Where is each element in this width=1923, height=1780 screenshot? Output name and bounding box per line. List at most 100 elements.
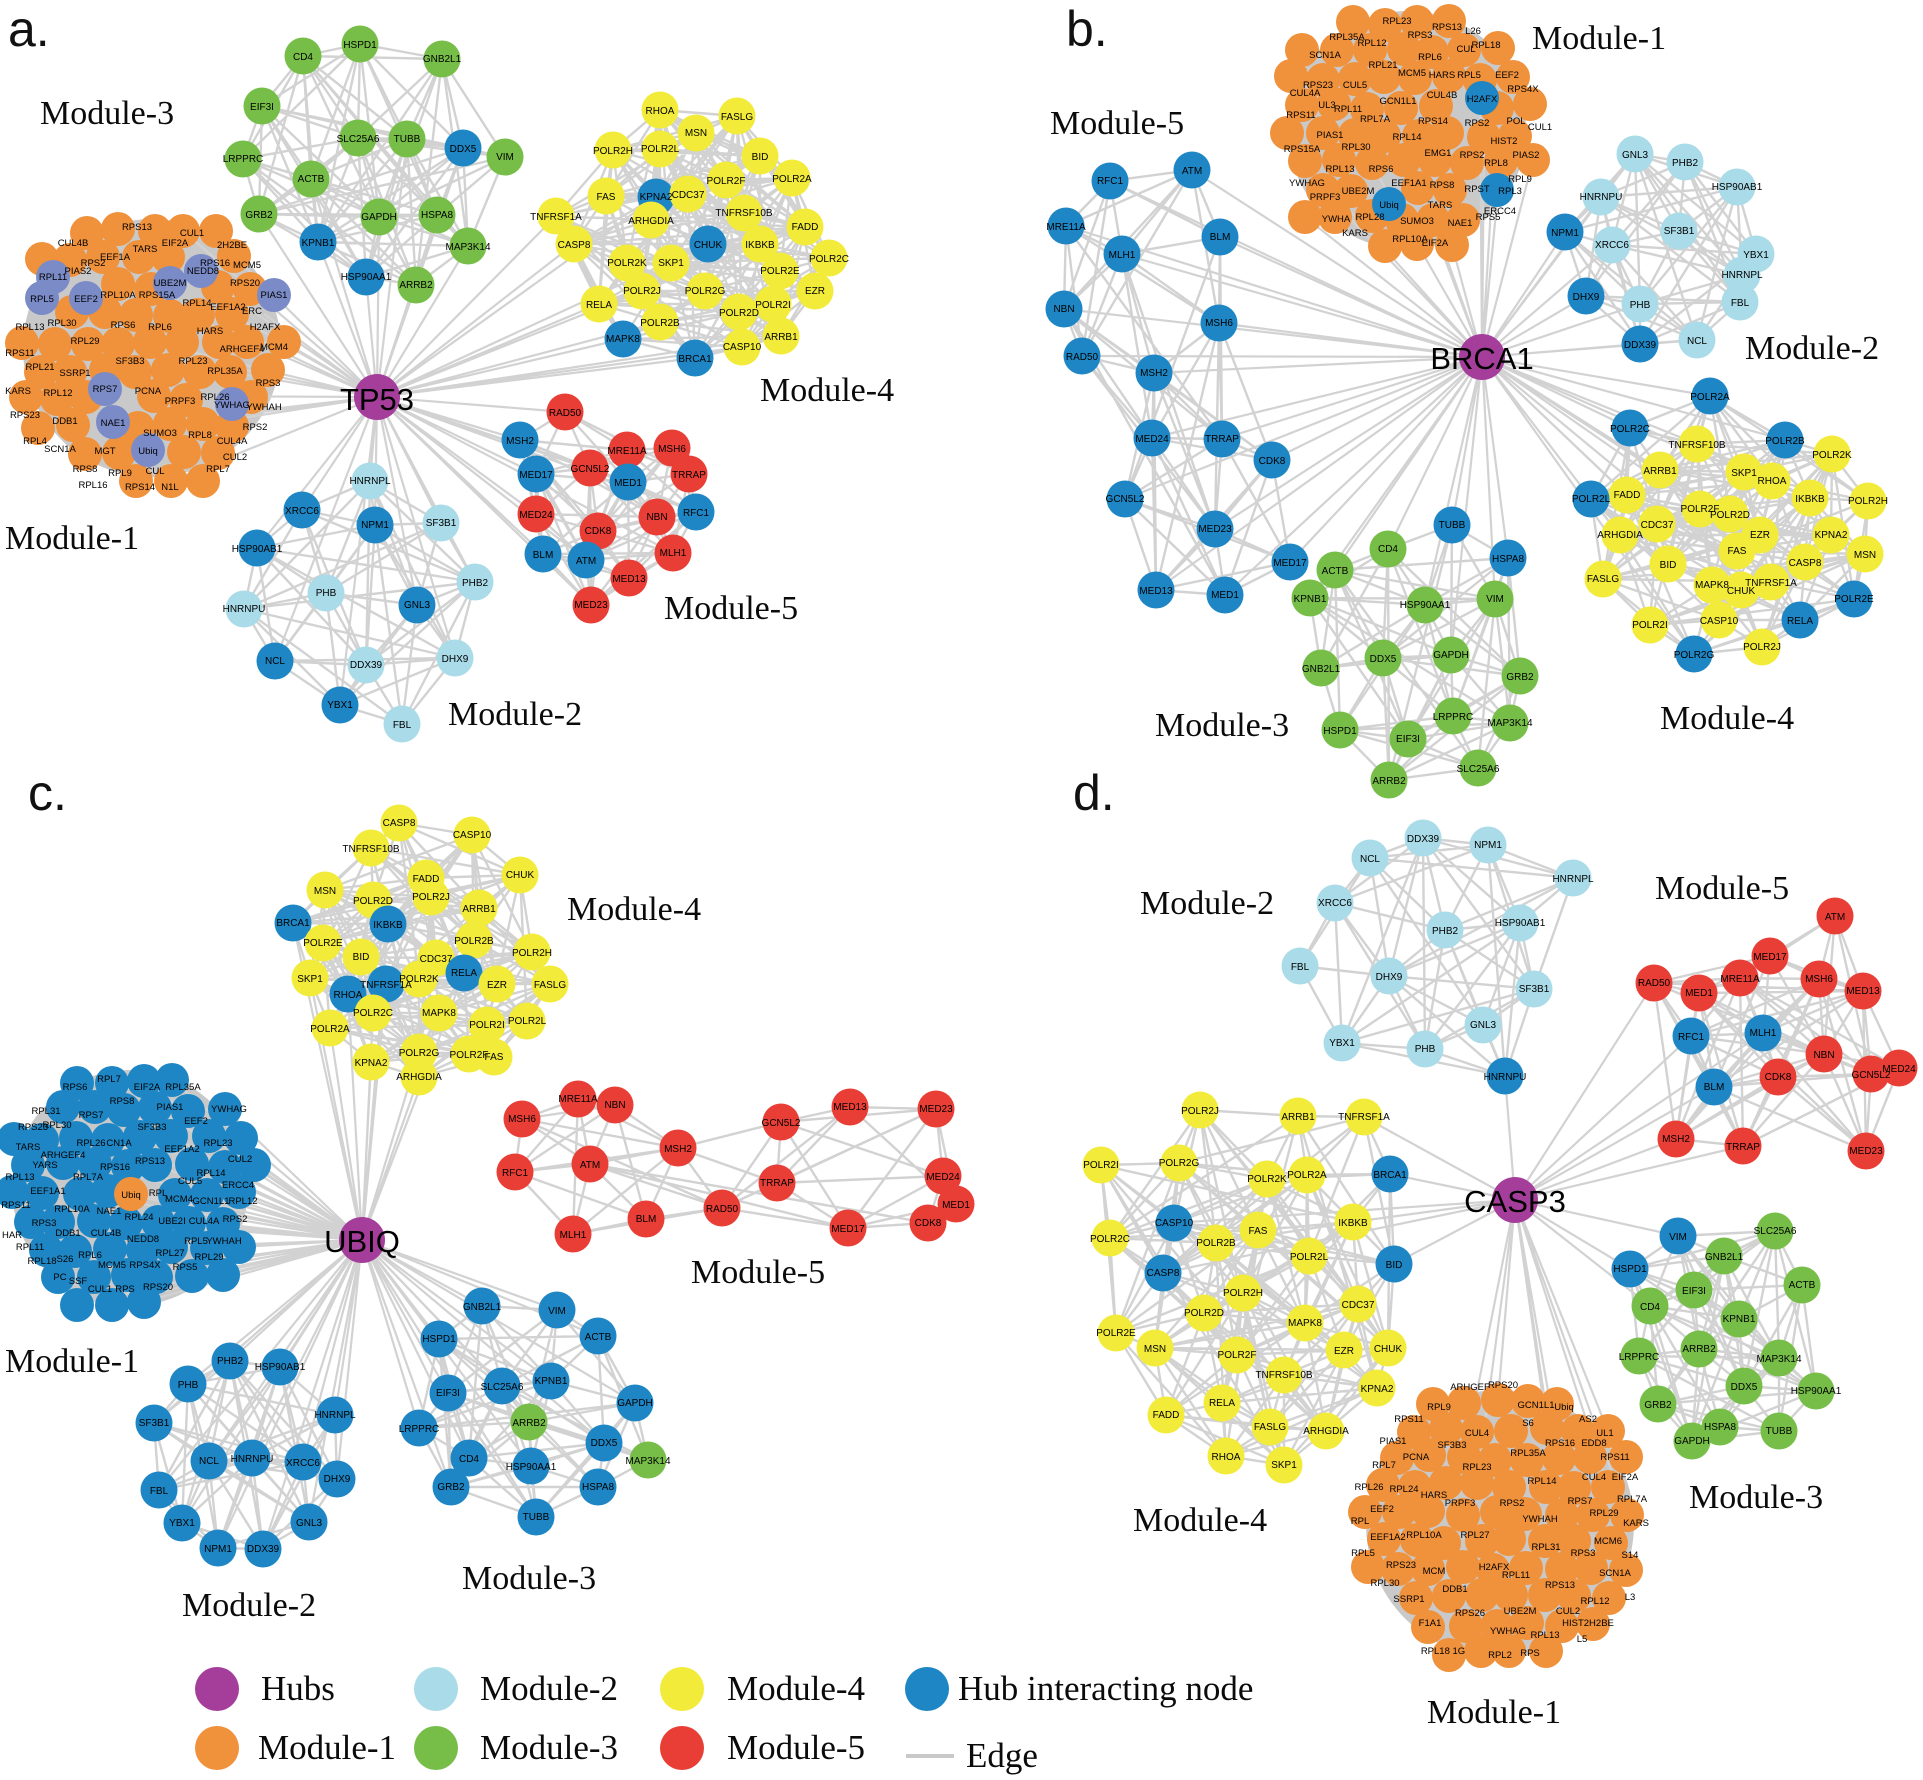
svg-text:FADD: FADD xyxy=(413,874,440,885)
svg-text:RPL16: RPL16 xyxy=(78,480,107,491)
svg-text:MRE11A: MRE11A xyxy=(558,1094,598,1105)
svg-text:MED1: MED1 xyxy=(1685,988,1713,999)
svg-text:MAP3K14: MAP3K14 xyxy=(1756,1354,1801,1365)
svg-text:RELA: RELA xyxy=(451,968,477,979)
svg-text:EEF1A: EEF1A xyxy=(100,252,131,263)
svg-text:CUL2: CUL2 xyxy=(223,452,247,463)
svg-text:CUL4B: CUL4B xyxy=(91,1228,122,1239)
svg-text:CUL4: CUL4 xyxy=(1465,1428,1489,1439)
svg-text:MED17: MED17 xyxy=(1273,558,1307,569)
svg-text:CASP10: CASP10 xyxy=(1700,616,1739,627)
svg-text:RPS13: RPS13 xyxy=(1545,1580,1575,1591)
svg-text:RPST: RPST xyxy=(1464,184,1490,195)
svg-text:MSH6: MSH6 xyxy=(1205,318,1233,329)
svg-text:SSF: SSF xyxy=(69,1276,88,1287)
svg-text:YWHAH: YWHAH xyxy=(246,402,282,413)
svg-text:RPS20: RPS20 xyxy=(1488,1380,1518,1391)
svg-text:EEF2: EEF2 xyxy=(1495,70,1519,81)
svg-text:FASLG: FASLG xyxy=(1587,574,1619,585)
svg-text:CD4: CD4 xyxy=(1640,1302,1660,1313)
svg-text:RPS11: RPS11 xyxy=(5,348,34,359)
svg-text:Ubiq: Ubiq xyxy=(1554,1402,1574,1413)
svg-text:LRPPRC: LRPPRC xyxy=(1619,1352,1660,1363)
svg-text:GRB2: GRB2 xyxy=(1644,1400,1672,1411)
svg-text:HARS: HARS xyxy=(1429,70,1455,81)
svg-text:CDC37: CDC37 xyxy=(672,190,705,201)
svg-text:EZR: EZR xyxy=(805,286,825,297)
svg-text:RAD50: RAD50 xyxy=(706,1204,739,1215)
svg-text:GAPDH: GAPDH xyxy=(1674,1436,1710,1447)
svg-text:NPM1: NPM1 xyxy=(1551,228,1579,239)
svg-text:CUL4B: CUL4B xyxy=(58,238,89,249)
svg-text:EZR: EZR xyxy=(1750,530,1770,541)
svg-text:PIAS1: PIAS1 xyxy=(1317,130,1344,141)
svg-text:UBIQ: UBIQ xyxy=(324,1224,400,1259)
svg-text:RPL30: RPL30 xyxy=(42,1120,71,1131)
svg-text:NEDD8: NEDD8 xyxy=(127,1234,159,1245)
svg-text:UBE2M: UBE2M xyxy=(1504,1606,1537,1617)
svg-text:RHOA: RHOA xyxy=(1758,476,1787,487)
svg-text:RPL24: RPL24 xyxy=(1389,1484,1418,1495)
svg-text:KPNA2: KPNA2 xyxy=(1361,1384,1394,1395)
svg-text:RPS11: RPS11 xyxy=(1286,110,1315,121)
svg-text:GCN5L2: GCN5L2 xyxy=(762,1118,801,1129)
svg-text:d.: d. xyxy=(1073,765,1115,821)
svg-text:Module-5: Module-5 xyxy=(691,1254,825,1291)
svg-text:RPL9: RPL9 xyxy=(1508,174,1532,185)
svg-text:NBN: NBN xyxy=(1813,1050,1834,1061)
svg-text:F1A1: F1A1 xyxy=(1419,1618,1442,1629)
svg-text:NPM1: NPM1 xyxy=(204,1544,232,1555)
svg-text:UL1: UL1 xyxy=(1596,1428,1613,1439)
svg-text:YBX1: YBX1 xyxy=(169,1518,195,1529)
svg-text:POLR2K: POLR2K xyxy=(1812,450,1852,461)
svg-text:ARRB2: ARRB2 xyxy=(512,1418,546,1429)
svg-text:CUL1: CUL1 xyxy=(88,1284,112,1295)
svg-text:VIM: VIM xyxy=(548,1306,566,1317)
svg-text:ATM: ATM xyxy=(1182,166,1202,177)
svg-text:UBE2M: UBE2M xyxy=(154,278,187,289)
svg-text:RPL21: RPL21 xyxy=(1368,60,1397,71)
svg-text:BRCA1: BRCA1 xyxy=(276,918,310,929)
svg-text:POLR2K: POLR2K xyxy=(399,974,439,985)
svg-text:RPL5: RPL5 xyxy=(30,294,54,305)
svg-text:TNFRSF10B: TNFRSF10B xyxy=(1668,440,1726,451)
svg-text:RPL30: RPL30 xyxy=(47,318,76,329)
svg-text:IKBKB: IKBKB xyxy=(1338,1218,1368,1229)
svg-text:EEF1A2: EEF1A2 xyxy=(210,302,245,313)
svg-text:SCN1A: SCN1A xyxy=(44,444,76,455)
svg-text:POLR2E: POLR2E xyxy=(760,266,800,277)
svg-text:CHUK: CHUK xyxy=(1374,1344,1403,1355)
svg-text:HSP90AA1: HSP90AA1 xyxy=(506,1462,557,1473)
svg-text:ARHGDIA: ARHGDIA xyxy=(628,216,674,227)
svg-text:POLR2B: POLR2B xyxy=(640,318,680,329)
svg-text:POLR2B: POLR2B xyxy=(1196,1238,1236,1249)
svg-text:CUL1: CUL1 xyxy=(180,228,204,239)
svg-text:MAP3K14: MAP3K14 xyxy=(445,242,490,253)
svg-text:HSPD1: HSPD1 xyxy=(1613,1264,1647,1275)
svg-text:RPL35A: RPL35A xyxy=(207,366,243,377)
svg-text:HNRNPU: HNRNPU xyxy=(223,604,266,615)
svg-text:DHX9: DHX9 xyxy=(1573,292,1600,303)
svg-text:RPS23: RPS23 xyxy=(1386,1560,1416,1571)
svg-text:MCM: MCM xyxy=(1423,1566,1446,1577)
svg-text:TNFRSF10B: TNFRSF10B xyxy=(1255,1370,1313,1381)
svg-text:GNB2L1: GNB2L1 xyxy=(423,54,462,65)
svg-text:EMG1: EMG1 xyxy=(1425,148,1452,159)
svg-text:ERCC4: ERCC4 xyxy=(1484,206,1516,217)
svg-text:RPS: RPS xyxy=(115,1284,135,1295)
svg-text:TRRAP: TRRAP xyxy=(1205,434,1239,445)
svg-text:Module-3: Module-3 xyxy=(462,1560,596,1597)
svg-text:HSPA8: HSPA8 xyxy=(1492,554,1524,565)
svg-text:HSP90AA1: HSP90AA1 xyxy=(341,272,392,283)
svg-text:RPL8: RPL8 xyxy=(188,430,212,441)
svg-text:MGT: MGT xyxy=(94,446,115,457)
svg-text:POLR2E: POLR2E xyxy=(303,938,343,949)
svg-text:TRRAP: TRRAP xyxy=(760,1178,794,1189)
svg-text:ACTB: ACTB xyxy=(585,1332,612,1343)
svg-text:HNRNPL: HNRNPL xyxy=(349,476,391,487)
svg-text:Module-4: Module-4 xyxy=(727,1669,865,1708)
svg-text:GCN5L2: GCN5L2 xyxy=(571,464,610,475)
svg-text:RPS11: RPS11 xyxy=(1600,1452,1629,1463)
svg-text:Ubiq: Ubiq xyxy=(121,1190,141,1201)
svg-text:RPL21: RPL21 xyxy=(25,362,54,373)
